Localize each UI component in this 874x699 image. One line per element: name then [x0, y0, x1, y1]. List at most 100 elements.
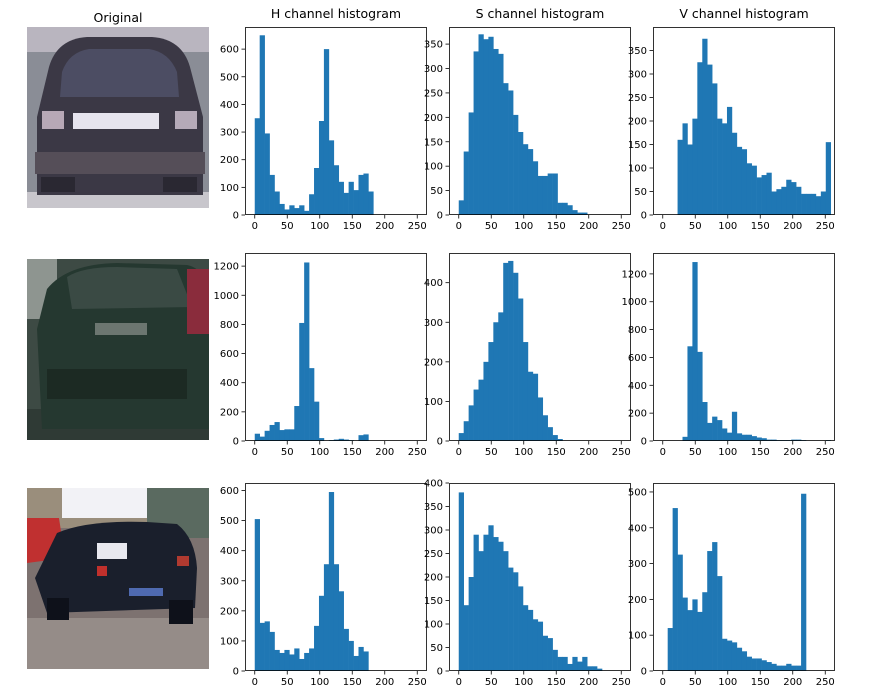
- x-tick-label: 100: [718, 447, 737, 458]
- histogram-bar: [722, 123, 728, 215]
- histogram-bar: [542, 175, 548, 215]
- x-tick-label: 150: [343, 677, 362, 688]
- x-tick-label: 100: [718, 221, 737, 232]
- histogram-bar: [328, 492, 335, 671]
- histogram-bar: [323, 49, 330, 216]
- y-tick-label: 250: [424, 88, 443, 99]
- histogram-bar: [299, 322, 305, 441]
- histogram-bar: [458, 433, 464, 441]
- histogram-bar: [707, 422, 713, 441]
- histogram-h-row-2: 0 50 100 150 200 250 0 200 400 600 800 1000 1200: [214, 253, 427, 458]
- histogram-bar: [557, 656, 563, 671]
- histogram-bar: [299, 658, 305, 671]
- histogram-bar: [746, 434, 752, 441]
- histogram-bar: [508, 90, 514, 215]
- histogram-bar: [289, 654, 295, 671]
- histogram-bar: [537, 621, 544, 671]
- axes-frame: [653, 483, 835, 671]
- histogram-bar: [353, 655, 359, 671]
- histogram-bar: [463, 605, 469, 671]
- histogram-bar: [498, 312, 504, 441]
- x-tick-label: 100: [718, 677, 737, 688]
- histogram-bar: [463, 421, 469, 441]
- histogram-bar: [527, 149, 534, 215]
- histogram-bar: [697, 611, 703, 671]
- y-tick-label: 200: [628, 595, 647, 606]
- y-tick-label: 250: [628, 93, 647, 104]
- histogram-h-row-3: 0 50 100 150 200 250 0 100 200 300 400 500 600: [220, 483, 427, 688]
- histogram-bar: [478, 34, 484, 215]
- histogram-bar: [796, 186, 802, 215]
- x-tick-label: 200: [579, 677, 598, 688]
- histogram-bar: [279, 203, 285, 215]
- axes-frame: [653, 253, 835, 441]
- histogram-bar: [463, 151, 469, 215]
- car-photo-2: [27, 259, 209, 440]
- histogram-bar: [572, 210, 578, 215]
- x-tick-label: 200: [375, 447, 394, 458]
- histogram-bar: [682, 123, 688, 215]
- histogram-bar: [791, 665, 797, 671]
- histogram-bar: [338, 181, 344, 215]
- histogram-bar: [473, 51, 479, 215]
- histogram-bar: [761, 438, 767, 441]
- histogram-bar: [358, 435, 364, 441]
- histogram-bar: [712, 83, 718, 216]
- y-tick-label: 800: [220, 320, 239, 331]
- histogram-bar: [358, 174, 364, 215]
- x-tick-label: 200: [375, 221, 394, 232]
- histogram-bar: [503, 83, 509, 215]
- y-tick-label: 600: [628, 353, 647, 364]
- y-tick-label: 200: [424, 113, 443, 124]
- y-tick-label: 800: [628, 325, 647, 336]
- x-tick-label: 100: [310, 221, 329, 232]
- histogram-bar: [577, 661, 583, 671]
- y-tick-label: 500: [220, 72, 239, 83]
- histogram-bar: [722, 638, 728, 671]
- histogram-bar: [314, 168, 320, 215]
- histogram-bar: [756, 177, 762, 215]
- x-tick-label: 0: [660, 447, 666, 458]
- histogram-bar: [547, 173, 553, 215]
- axes-frame: [245, 483, 427, 671]
- histogram-bar: [309, 194, 315, 215]
- histogram-bar: [532, 619, 539, 671]
- histogram-bar: [751, 165, 757, 215]
- axes-frame: [449, 27, 631, 215]
- histogram-h-row-1: 0 50 100 150 200 250 0 100 200 300 400 500 600: [220, 27, 427, 232]
- y-tick-label: 1000: [622, 297, 647, 308]
- histogram-bar: [547, 427, 553, 441]
- histogram-bar: [254, 433, 260, 441]
- histogram-bar: [702, 592, 708, 671]
- y-tick-label: 0: [437, 437, 443, 448]
- x-tick-label: 250: [612, 677, 631, 688]
- x-tick-label: 100: [310, 677, 329, 688]
- y-tick-label: 400: [424, 479, 443, 490]
- y-tick-label: 300: [424, 64, 443, 75]
- x-tick-label: 50: [689, 447, 702, 458]
- histogram-bar: [557, 439, 563, 441]
- histogram-bar: [259, 35, 265, 215]
- y-tick-label: 100: [424, 397, 443, 408]
- histogram-bar: [741, 651, 748, 671]
- histogram-bar: [577, 212, 583, 215]
- histogram-bar: [717, 420, 723, 441]
- y-tick-label: 500: [220, 516, 239, 527]
- histogram-bar: [269, 631, 275, 671]
- histogram-bar: [771, 191, 777, 215]
- x-tick-label: 0: [660, 221, 666, 232]
- y-tick-label: 0: [233, 211, 239, 222]
- x-tick-label: 50: [485, 221, 498, 232]
- histogram-bar: [687, 144, 693, 215]
- histogram-bar: [483, 361, 489, 441]
- histogram-bar: [597, 668, 603, 671]
- histogram-bar: [751, 658, 757, 671]
- y-tick-label: 100: [424, 162, 443, 173]
- y-tick-label: 1200: [214, 262, 239, 273]
- y-tick-label: 0: [437, 211, 443, 222]
- histogram-bar: [761, 175, 767, 215]
- histogram-bar: [587, 666, 593, 671]
- histogram-bar: [722, 428, 728, 441]
- histogram-bar: [318, 595, 325, 671]
